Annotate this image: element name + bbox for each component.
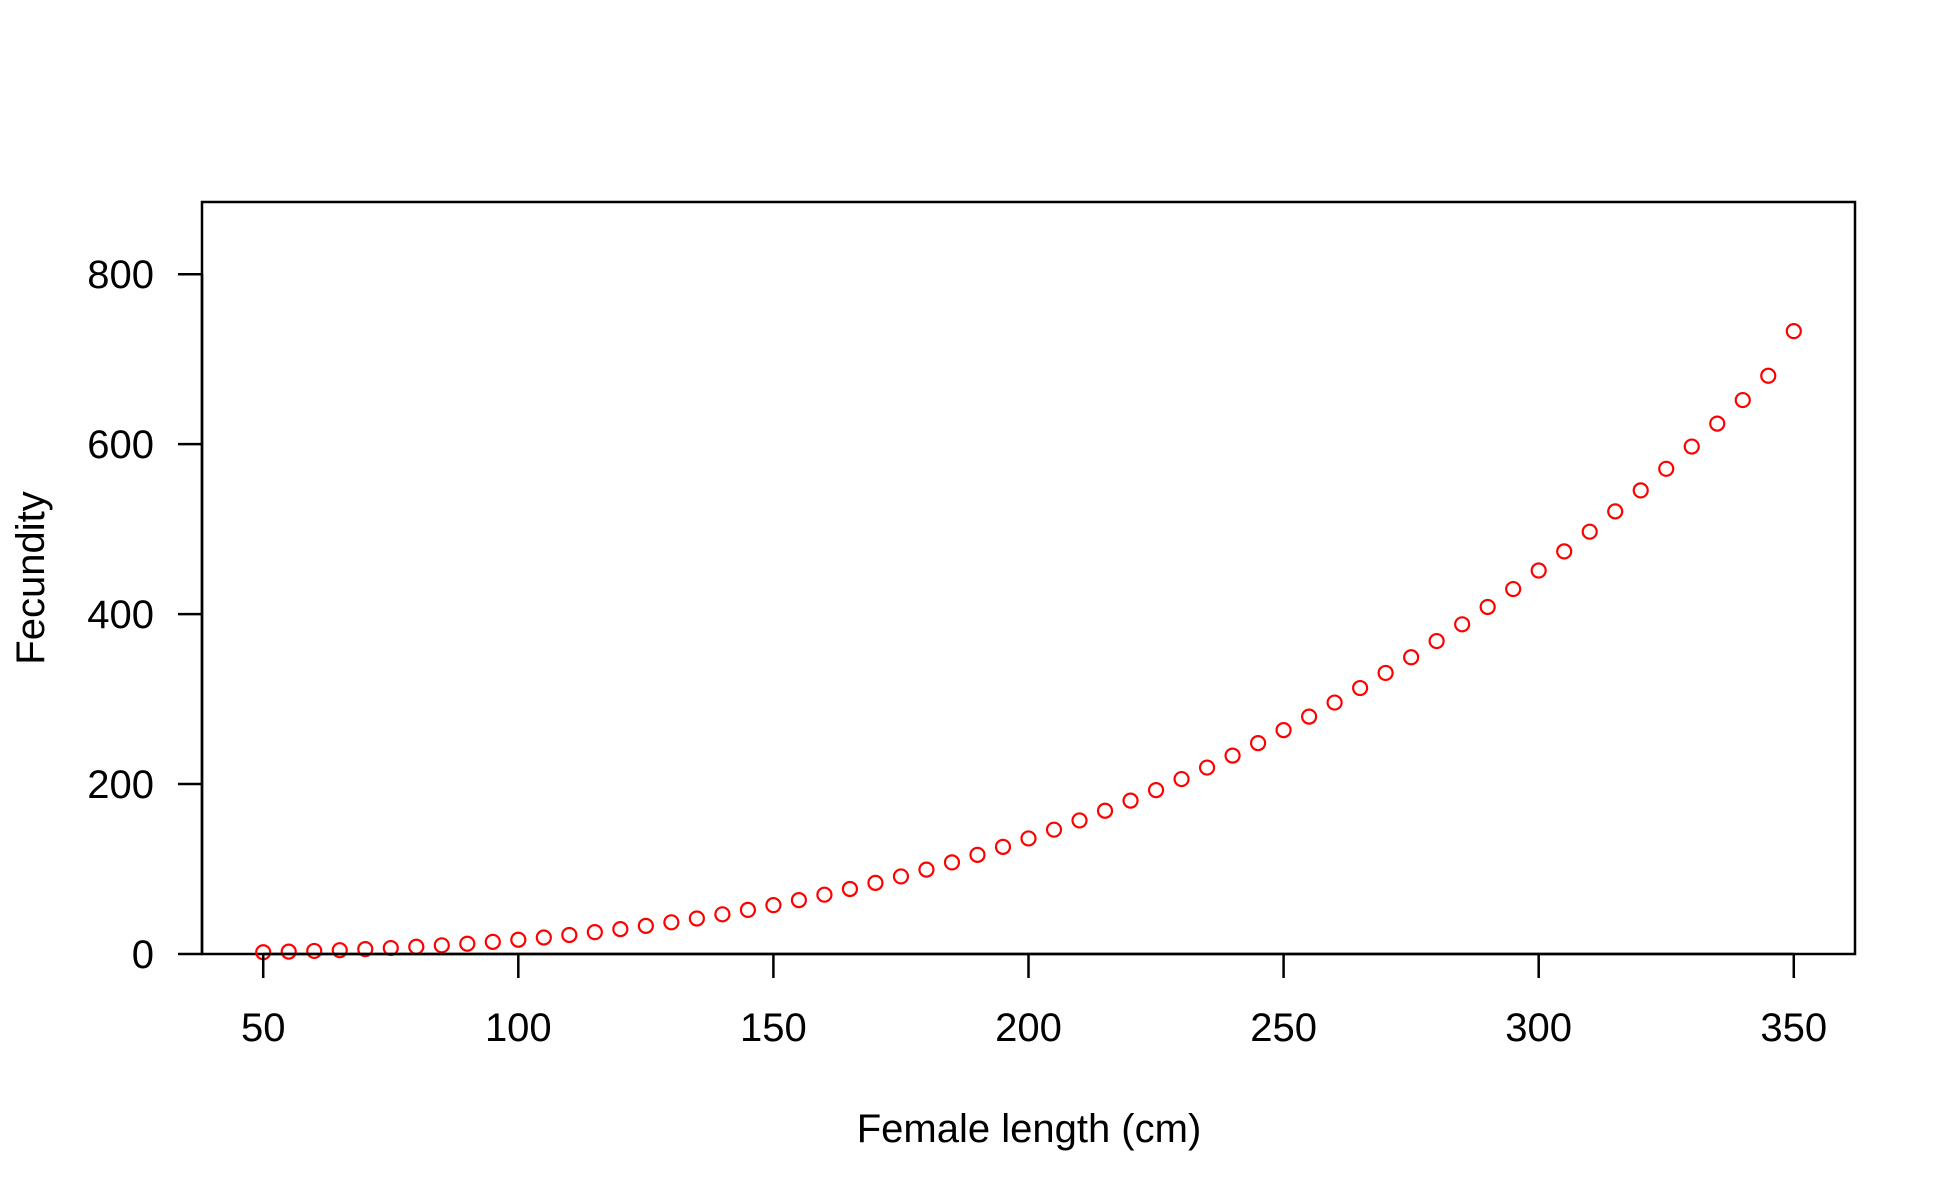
data-point <box>510 931 527 948</box>
data-point <box>1377 664 1394 682</box>
data-point <box>1403 649 1420 666</box>
data-point <box>1658 460 1675 477</box>
data-point <box>790 892 808 909</box>
x-tick-label: 250 <box>1250 1006 1317 1050</box>
y-axis-title: Fecundity <box>9 491 53 664</box>
data-point <box>1198 759 1216 776</box>
data-point <box>1301 708 1318 725</box>
data-point <box>561 926 578 944</box>
plot-frame <box>200 200 1857 956</box>
data-point <box>637 917 654 934</box>
data-point <box>1683 438 1700 455</box>
data-point <box>1071 812 1088 829</box>
x-tick-label: 300 <box>1505 1006 1572 1050</box>
y-tick-label: 400 <box>87 593 154 637</box>
data-point <box>1249 735 1267 752</box>
x-tick-label: 100 <box>485 1006 552 1050</box>
x-axis-title: Female length (cm) <box>857 1107 1202 1151</box>
x-tick-label: 50 <box>241 1006 286 1050</box>
data-point <box>714 906 731 923</box>
data-point <box>663 914 680 931</box>
data-point <box>1556 543 1573 560</box>
data-point <box>357 941 374 958</box>
x-tick-label: 200 <box>995 1006 1062 1050</box>
data-point <box>1454 616 1471 633</box>
data-point <box>1760 367 1777 384</box>
data-point <box>1428 632 1445 650</box>
data-point <box>1505 580 1522 598</box>
data-point <box>1530 562 1547 579</box>
y-tick-label: 800 <box>87 253 154 297</box>
y-tick-label: 200 <box>87 763 154 807</box>
data-points <box>255 323 1802 961</box>
data-point <box>484 933 501 950</box>
data-point <box>612 921 629 938</box>
data-point <box>1045 821 1063 838</box>
data-point <box>1607 503 1624 520</box>
y-axis-ticks: 0 200 400 600 800 <box>87 253 202 977</box>
data-point <box>688 910 705 927</box>
y-tick-label: 600 <box>87 423 154 467</box>
data-point <box>841 880 859 898</box>
data-point <box>280 943 297 960</box>
x-tick-label: 350 <box>1760 1006 1827 1050</box>
x-tick-label: 150 <box>740 1006 807 1050</box>
data-point <box>1147 781 1165 799</box>
data-point <box>433 937 450 954</box>
data-point <box>1581 523 1598 540</box>
data-point <box>408 938 425 955</box>
data-point <box>994 838 1012 855</box>
data-point <box>535 929 552 946</box>
data-point <box>943 854 961 871</box>
data-point <box>1632 482 1649 499</box>
data-point <box>765 897 782 914</box>
data-point <box>1734 391 1751 409</box>
data-point <box>816 886 833 903</box>
data-point <box>1020 830 1037 847</box>
data-point <box>306 942 323 960</box>
data-point <box>892 868 910 885</box>
data-point <box>918 861 935 878</box>
data-point <box>331 942 348 959</box>
y-tick-label: 0 <box>132 933 154 977</box>
data-point <box>1352 679 1369 697</box>
data-point <box>1785 323 1802 340</box>
data-point <box>1275 721 1292 739</box>
data-point <box>867 874 884 891</box>
data-point <box>1326 694 1343 711</box>
data-point <box>459 935 476 952</box>
data-point <box>969 846 986 863</box>
data-point <box>1122 792 1139 809</box>
data-point <box>1224 747 1241 764</box>
data-point <box>586 924 603 941</box>
x-axis-ticks: 50 100 150 200 250 300 350 <box>241 954 1827 1050</box>
data-point <box>1709 415 1726 432</box>
data-point <box>1096 802 1114 819</box>
data-point <box>1479 598 1496 616</box>
data-point <box>739 901 756 918</box>
data-point <box>1173 770 1190 788</box>
